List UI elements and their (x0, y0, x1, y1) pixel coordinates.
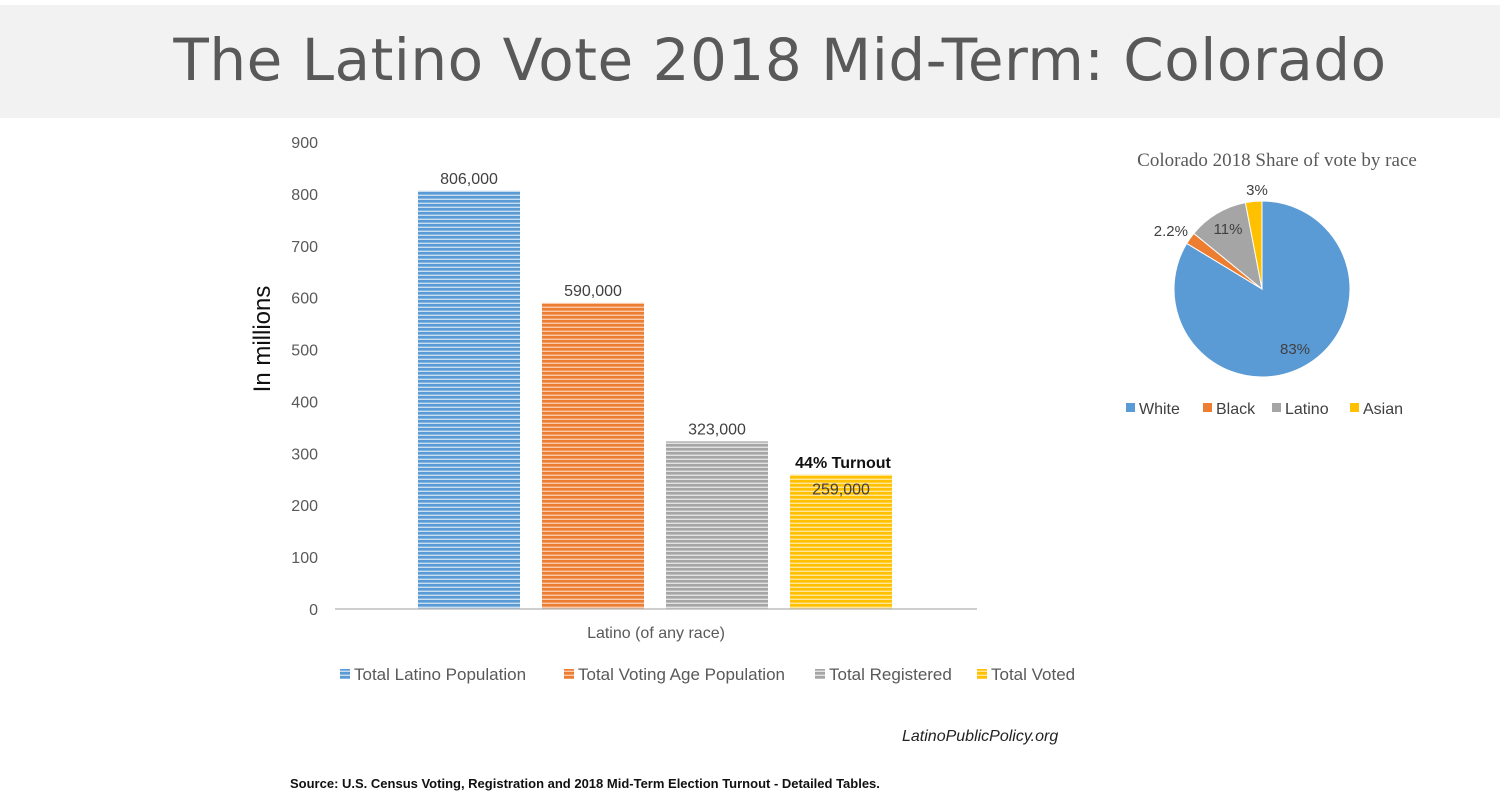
bar-chart: 0 100 200 300 400 500 600 700 800 900 In millions… (249, 135, 1075, 684)
pie-chart: Colorado 2018 Share of vote by race 83% 2… (1126, 150, 1417, 418)
pie-slice-label: 2.2% (1154, 223, 1188, 240)
turnout-annotation: 44% Turnout (795, 455, 891, 472)
pie-slice-label: 83% (1280, 341, 1310, 358)
x-category-label: Latino (of any race) (587, 625, 725, 642)
legend-swatch (564, 669, 574, 679)
y-tick-label: 200 (291, 498, 318, 515)
y-tick-label: 400 (291, 394, 318, 411)
y-tick-label: 300 (291, 446, 318, 463)
y-tick-label: 700 (291, 239, 318, 256)
pie-legend-label: Asian (1363, 401, 1403, 418)
bar-data-label: 259,000 (812, 482, 870, 499)
bar-total-voting-age-population (542, 302, 644, 609)
bar-total-registered (666, 441, 768, 609)
legend-label: Total Voting Age Population (578, 665, 785, 684)
y-axis-ticks: 0 100 200 300 400 500 600 700 800 900 (291, 135, 318, 619)
y-tick-label: 900 (291, 135, 318, 152)
y-tick-label: 500 (291, 343, 318, 360)
pie-slice-asian (1244, 200, 1263, 290)
bar-total-voted (790, 474, 892, 609)
y-tick-label: 800 (291, 187, 318, 204)
y-tick-label: 100 (291, 550, 318, 567)
pie-legend-swatch (1272, 403, 1281, 412)
pie-labels: 83% 2.2% 11% 3% (1154, 182, 1310, 358)
bar-data-label: 590,000 (564, 283, 622, 300)
legend-swatch (340, 669, 350, 679)
legend-label: Total Registered (829, 665, 952, 684)
pie-legend: White Black Latino Asian (1126, 401, 1403, 418)
pie-legend-label: White (1139, 401, 1180, 418)
legend-label: Total Voted (991, 665, 1075, 684)
y-tick-label: 0 (309, 602, 318, 619)
pie-legend-swatch (1203, 403, 1212, 412)
legend-swatch (815, 669, 825, 679)
page-title: The Latino Vote 2018 Mid-Term: Colorado (173, 26, 1387, 94)
pie-legend-label: Latino (1285, 401, 1329, 418)
title-bar (0, 5, 1500, 118)
y-tick-label: 600 (291, 291, 318, 308)
y-axis-label: In millions (249, 286, 276, 393)
pie-slice-label: 11% (1214, 221, 1243, 238)
bar-data-label: 806,000 (440, 171, 498, 188)
source-note: Source: U.S. Census Voting, Registration… (290, 776, 880, 791)
site-credit: LatinoPublicPolicy.org (902, 728, 1059, 745)
bar-data-label: 323,000 (688, 421, 746, 438)
legend-label: Total Latino Population (354, 665, 526, 684)
bar-legend: Total Latino Population Total Voting Age … (340, 665, 1075, 684)
pie-legend-label: Black (1216, 401, 1256, 418)
legend-swatch (977, 669, 987, 679)
pie-legend-swatch (1350, 403, 1359, 412)
pie-title: Colorado 2018 Share of vote by race (1137, 150, 1417, 171)
pie-slice-label: 3% (1246, 182, 1268, 199)
pie-legend-swatch (1126, 403, 1135, 412)
pie-slices (1173, 200, 1351, 378)
bar-total-latino-population (418, 190, 520, 609)
bars: 806,000 590,000 323,000 259,000 (418, 171, 892, 609)
